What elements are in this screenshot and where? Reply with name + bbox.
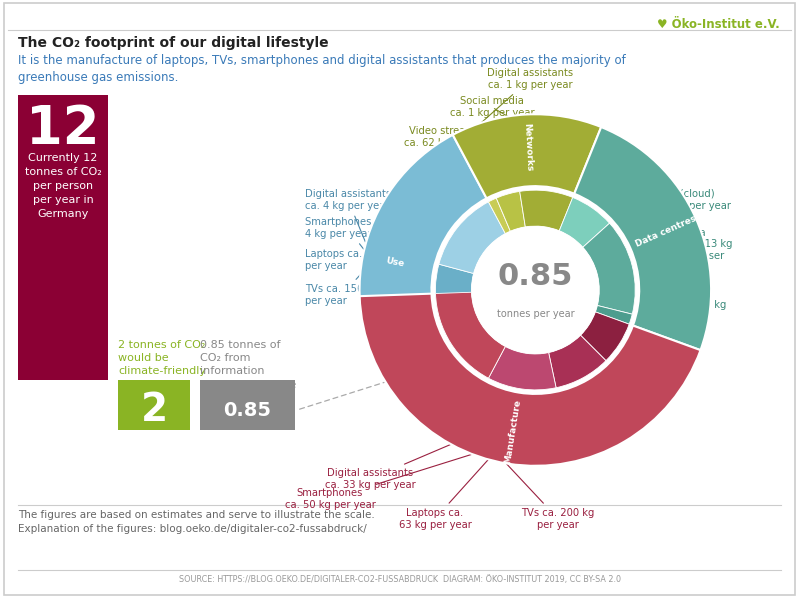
Text: Currently 12
tonnes of CO₂
per person
per year in
Germany: Currently 12 tonnes of CO₂ per person pe… [25,153,101,219]
Wedge shape [496,191,525,231]
Text: Digital assistants
ca. 1 kg per year: Digital assistants ca. 1 kg per year [474,68,573,130]
Wedge shape [582,223,635,314]
Wedge shape [549,335,606,388]
Wedge shape [453,114,601,199]
Wedge shape [581,312,629,361]
Text: SOURCE: HTTPS://BLOG.OEKO.DE/DIGITALER-CO2-FUSSABDRUCK  DIAGRAM: ÖKO-INSTITUT 20: SOURCE: HTTPS://BLOG.OEKO.DE/DIGITALER-C… [179,575,621,584]
Wedge shape [360,135,487,403]
Text: 0.85: 0.85 [223,401,271,420]
Wedge shape [488,346,556,390]
Text: Smartphones
ca. 50 kg per year: Smartphones ca. 50 kg per year [284,414,598,509]
Wedge shape [519,190,573,231]
Text: tonnes per year: tonnes per year [496,309,574,319]
Text: TVs ca. 200 kg
per year: TVs ca. 200 kg per year [430,382,594,530]
Wedge shape [435,264,474,313]
Wedge shape [488,198,511,234]
Wedge shape [435,292,505,378]
Text: Laptops ca. 25 kg
per year: Laptops ca. 25 kg per year [305,232,406,271]
Text: It is the manufacture of laptops, TVs, smartphones and digital assistants that p: It is the manufacture of laptops, TVs, s… [18,54,626,84]
Wedge shape [574,127,711,350]
FancyBboxPatch shape [118,380,190,430]
Wedge shape [595,306,632,324]
FancyBboxPatch shape [18,95,108,380]
Text: 2: 2 [141,391,168,429]
Text: Laptops ca.
63 kg per year: Laptops ca. 63 kg per year [399,431,514,530]
Wedge shape [447,319,487,354]
Text: 2 tonnes of CO₂
would be
climate-friendly: 2 tonnes of CO₂ would be climate-friendl… [118,340,206,376]
Text: Video streaming
ca. 62 kg per year: Video streaming ca. 62 kg per year [404,122,562,148]
Text: Use: Use [384,257,404,269]
Text: 0.85: 0.85 [498,261,573,291]
Text: Digital assistants
ca. 33 kg per year: Digital assistants ca. 33 kg per year [324,357,656,490]
Text: Networks: Networks [522,123,534,171]
Text: 12: 12 [26,103,100,155]
Text: German data
centres ca. 213 kg
per Internet user
per year: German data centres ca. 213 kg per Inter… [640,228,733,273]
Text: Search engine
queries ca. 26 kg
per year: Search engine queries ca. 26 kg per year [640,288,726,325]
Wedge shape [439,202,505,273]
Text: ♥ Öko-Institut e.V.: ♥ Öko-Institut e.V. [658,18,780,31]
Text: Data centres: Data centres [634,214,698,249]
Text: Manufacture: Manufacture [503,399,523,465]
Wedge shape [559,197,610,247]
Text: The figures are based on estimates and serve to illustrate the scale.
Explanatio: The figures are based on estimates and s… [18,510,375,534]
Text: 0.85 tonnes of
CO₂ from
information
technology alone: 0.85 tonnes of CO₂ from information tech… [200,340,296,390]
Text: The CO₂ footprint of our digital lifestyle: The CO₂ footprint of our digital lifesty… [18,36,328,50]
Wedge shape [438,304,479,335]
Text: Digital assistants
ca. 4 kg per year: Digital assistants ca. 4 kg per year [305,189,413,358]
Wedge shape [360,294,701,466]
Circle shape [471,226,599,354]
FancyBboxPatch shape [200,380,295,430]
Text: Backup (cloud)
ca. 11 kg per year: Backup (cloud) ca. 11 kg per year [635,152,731,211]
Text: Social media
ca. 1 kg per year: Social media ca. 1 kg per year [450,96,535,119]
Text: TVs ca. 156 kg
per year: TVs ca. 156 kg per year [305,191,436,306]
Text: Smartphones ca.
4 kg per year: Smartphones ca. 4 kg per year [305,217,394,288]
